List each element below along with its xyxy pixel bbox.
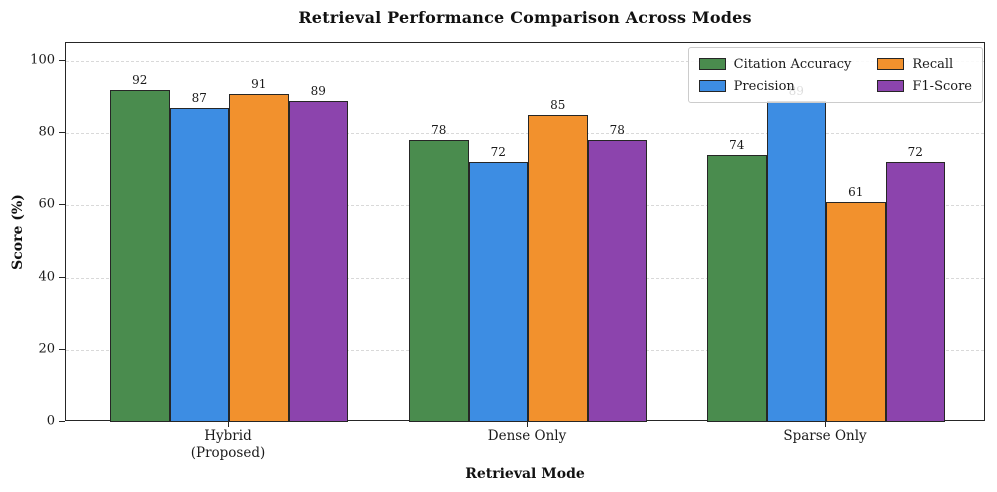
legend-swatch-icon [698,58,726,70]
bar-recall [528,115,588,422]
bar-citation-accuracy [409,140,469,422]
bar-value-label: 78 [609,123,625,138]
y-tick-mark-20 [59,348,65,350]
bar-f1-score [288,100,348,422]
y-tick-label-40: 40 [38,269,55,285]
bar-value-label: 91 [251,76,267,91]
x-tick-mark-0 [228,421,229,427]
y-tick-label-60: 60 [38,196,55,212]
bar-citation-accuracy [110,89,170,422]
legend: Citation Accuracy Precision Recall F1-Score [687,47,983,103]
bar-value-label: 72 [907,145,923,160]
bar-recall [826,201,886,422]
x-tick-label-1: Dense Only [487,428,567,444]
bar-value-label: 87 [191,90,207,105]
legend-swatch-icon [877,58,905,70]
y-tick-mark-0 [59,421,65,422]
x-tick-mark-1 [527,421,528,427]
x-tick-label-0: Hybrid (Proposed) [190,428,266,461]
legend-swatch-icon [698,80,726,92]
bar-precision [468,162,528,422]
legend-label: Citation Accuracy [733,56,852,72]
bar-value-label: 89 [310,83,326,98]
legend-swatch-icon [877,80,905,92]
bar-recall [229,93,289,422]
legend-label: Precision [733,78,795,94]
legend-item-precision: Precision [698,78,852,94]
bar-value-label: 85 [550,98,566,113]
y-axis-title: Score (%) [10,194,26,270]
x-tick-label-2: Sparse Only [783,428,867,444]
bar-citation-accuracy [707,154,767,422]
bar-value-label: 74 [729,137,745,152]
y-tick-label-80: 80 [38,124,55,140]
y-tick-label-20: 20 [38,341,55,357]
bar-value-label: 92 [132,72,148,87]
chart-title: Retrieval Performance Comparison Across … [298,8,752,27]
y-tick-mark-60 [59,204,65,206]
legend-label: F1-Score [912,78,972,94]
bar-value-label: 61 [848,184,864,199]
legend-item-citation-accuracy: Citation Accuracy [698,56,852,72]
legend-item-recall: Recall [877,57,972,72]
y-tick-mark-100 [59,60,65,62]
y-tick-mark-40 [59,276,65,278]
gridline-100 [66,61,984,63]
bar-f1-score [587,140,647,422]
bar-value-label: 72 [490,145,506,160]
bar-precision [169,107,229,422]
legend-label: Recall [912,56,954,72]
bar-precision [766,100,826,422]
bar-value-label: 78 [431,123,447,138]
gridline-80 [66,133,984,135]
x-tick-mark-2 [825,421,826,427]
y-tick-label-100: 100 [30,52,55,68]
x-axis-title: Retrieval Mode [465,466,585,482]
y-tick-mark-80 [59,132,65,134]
legend-item-f1-score: F1-Score [877,79,972,94]
y-tick-label-0: 0 [46,413,55,429]
plot-area: 928791897872857874896172 [65,42,985,422]
bar-f1-score [885,162,945,422]
